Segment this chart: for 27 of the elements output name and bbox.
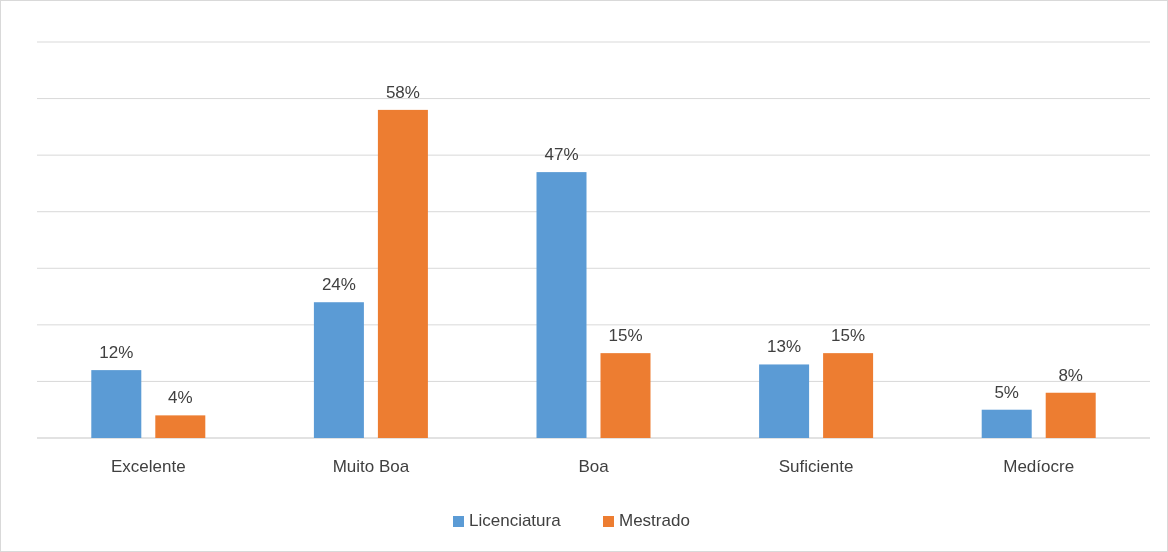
x-tick-label: Excelente bbox=[110, 457, 186, 476]
bar bbox=[981, 409, 1032, 438]
data-label: 5% bbox=[994, 382, 1019, 402]
bar bbox=[1045, 392, 1096, 438]
bar bbox=[377, 109, 428, 438]
data-label: 47% bbox=[544, 145, 579, 165]
x-tick-label: Medíocre bbox=[1003, 457, 1075, 476]
data-label: 8% bbox=[1058, 365, 1083, 385]
legend-label: Mestrado bbox=[619, 511, 690, 531]
data-label: 4% bbox=[168, 388, 193, 408]
data-label: 12% bbox=[99, 343, 134, 363]
bar bbox=[313, 302, 364, 438]
data-label: 15% bbox=[831, 326, 866, 346]
data-label: 24% bbox=[321, 275, 356, 295]
bar bbox=[759, 364, 810, 438]
data-label: 15% bbox=[608, 326, 643, 346]
data-label: 58% bbox=[385, 82, 420, 102]
x-tick-label: Boa bbox=[578, 457, 610, 476]
bar bbox=[600, 353, 651, 438]
bar bbox=[155, 415, 206, 438]
x-tick-label: Muito Boa bbox=[332, 457, 410, 476]
data-label: 13% bbox=[767, 337, 802, 357]
x-tick-label: Suficiente bbox=[778, 457, 854, 476]
legend-label: Licenciatura bbox=[469, 511, 562, 531]
bar bbox=[91, 370, 142, 438]
bar bbox=[823, 353, 874, 438]
bar bbox=[536, 172, 587, 438]
